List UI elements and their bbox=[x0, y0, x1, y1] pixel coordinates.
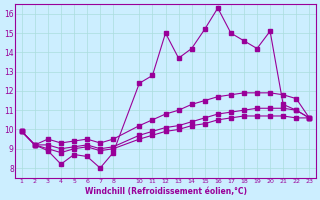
X-axis label: Windchill (Refroidissement éolien,°C): Windchill (Refroidissement éolien,°C) bbox=[84, 187, 246, 196]
